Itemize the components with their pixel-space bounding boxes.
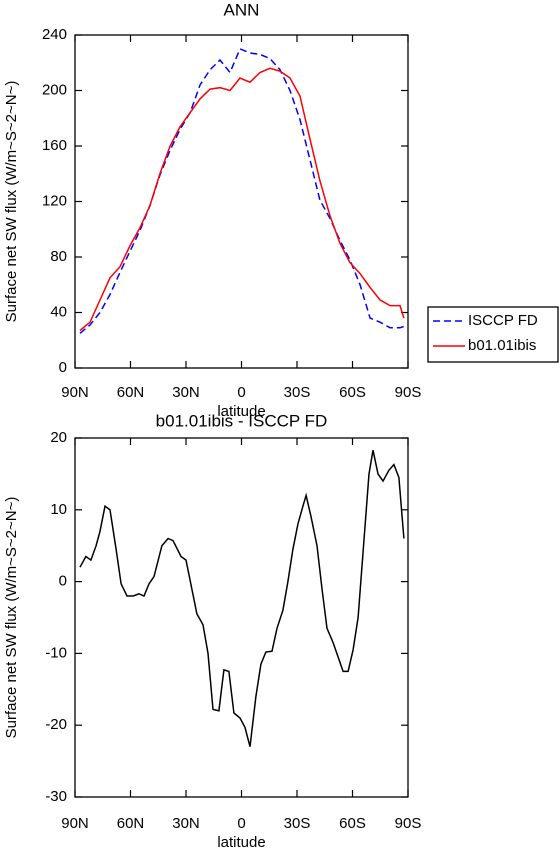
y-axis-label: Surface net SW flux (W/m~S~2~N~) xyxy=(3,81,20,323)
x-tick-label: 30S xyxy=(284,815,311,832)
y-axis-label: Surface net SW flux (W/m~S~2~N~) xyxy=(3,497,20,739)
y-tick-label: 0 xyxy=(59,359,67,376)
x-tick-label: 60S xyxy=(339,815,366,832)
plot-frame xyxy=(74,437,409,798)
x-tick-label: 90S xyxy=(395,384,422,401)
y-tick-label: 120 xyxy=(42,192,67,209)
x-axis-label: latitude xyxy=(217,403,265,420)
x-axis-label: latitude xyxy=(217,834,265,851)
y-tick-label: 240 xyxy=(42,26,67,43)
x-tick-label: 0 xyxy=(237,384,245,401)
data-line xyxy=(79,450,405,747)
x-tick-label: 60N xyxy=(117,815,145,832)
y-tick-label: -10 xyxy=(45,644,67,661)
y-tick-label: 10 xyxy=(50,501,67,518)
data-line xyxy=(79,67,405,332)
legend-label: b01.01ibis xyxy=(468,337,536,354)
y-tick-label: 200 xyxy=(42,81,67,98)
legend-label: ISCCP FD xyxy=(468,312,538,329)
x-tick-label: 30N xyxy=(172,384,200,401)
data-line xyxy=(79,47,405,334)
x-tick-label: 90N xyxy=(61,815,89,832)
chart-title: ANN xyxy=(224,0,260,19)
y-tick-label: 0 xyxy=(59,573,67,590)
y-tick-label: -20 xyxy=(45,716,67,733)
y-tick-label: 20 xyxy=(50,429,67,446)
plot-frame xyxy=(74,34,409,369)
x-tick-label: 60S xyxy=(339,384,366,401)
y-tick-label: 40 xyxy=(50,303,67,320)
x-tick-label: 90N xyxy=(61,384,89,401)
legend-box xyxy=(427,306,559,363)
x-tick-label: 30N xyxy=(172,815,200,832)
x-tick-label: 90S xyxy=(395,815,422,832)
y-tick-label: 160 xyxy=(42,137,67,154)
y-tick-label: -30 xyxy=(45,788,67,805)
chart-title: b01.01ibis - ISCCP FD xyxy=(156,411,328,430)
x-tick-label: 30S xyxy=(284,384,311,401)
x-tick-label: 60N xyxy=(117,384,145,401)
y-tick-label: 80 xyxy=(50,248,67,265)
x-tick-label: 0 xyxy=(237,815,245,832)
